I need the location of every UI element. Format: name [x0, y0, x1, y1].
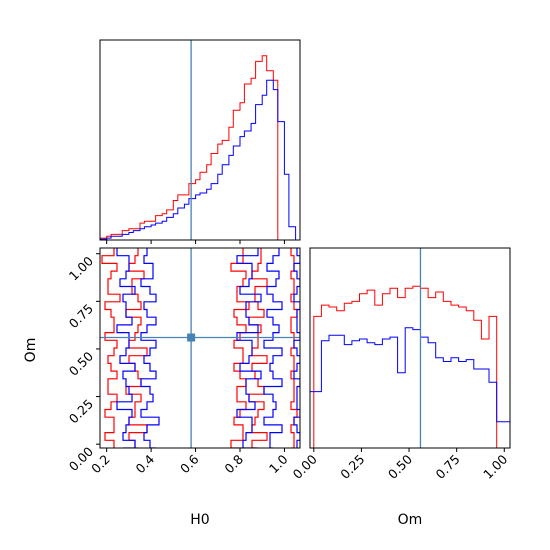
x-tick-label: 0.25 [337, 452, 367, 482]
hist-h0-red-line [100, 55, 300, 240]
y-tick-label: 1.00 [66, 253, 96, 283]
contour-blue [236, 248, 262, 448]
hist-om-series [310, 285, 510, 448]
x-tick-label: 0.75 [432, 452, 462, 482]
x-tick-label: 0.4 [133, 451, 158, 476]
x-tick-label: 0.50 [385, 451, 415, 481]
x-tick-label: 0.00 [290, 451, 320, 481]
xlabel-h0: H0 [190, 512, 209, 528]
y-tick-label: 0.75 [66, 301, 96, 331]
panel-hist-h0 [99, 39, 301, 244]
y-tick-label: 0.25 [66, 396, 96, 426]
x-tick-label: 0.8 [221, 451, 246, 476]
contour-red [230, 248, 250, 448]
panel-h0-om: 0.2 0.4 0.6 0.8 1.00.000.250.500.751.00 [66, 247, 301, 476]
contour-red [248, 248, 268, 448]
contour-blue [263, 248, 283, 448]
y-tick-label: 0.50 [66, 348, 96, 378]
contour-blue [116, 248, 136, 448]
contour-blue [140, 248, 160, 448]
panel-h0-om-frame [99, 247, 301, 449]
contour-blue [293, 248, 300, 448]
axis-labels: H0 Om Om [23, 338, 422, 528]
hist-om-blue-line [310, 327, 510, 448]
hist-h0-blue-line [100, 79, 300, 240]
panel-hist-om: 0.00 0.25 0.50 0.75 1.00 [290, 247, 511, 482]
contour-series [101, 248, 300, 448]
xlabel-om: Om [398, 512, 423, 528]
ylabel-om: Om [23, 338, 39, 363]
x-tick-label: 1.0 [266, 451, 291, 476]
truth-marker [187, 333, 196, 342]
x-tick-label: 1.00 [480, 451, 510, 481]
hist-om-red-line [310, 285, 510, 448]
contour-red [101, 248, 121, 448]
x-tick-label: 0.6 [177, 451, 202, 476]
hist-om-frame [309, 247, 511, 449]
hist-h0-series [100, 55, 300, 240]
hist-h0-frame [99, 39, 301, 241]
